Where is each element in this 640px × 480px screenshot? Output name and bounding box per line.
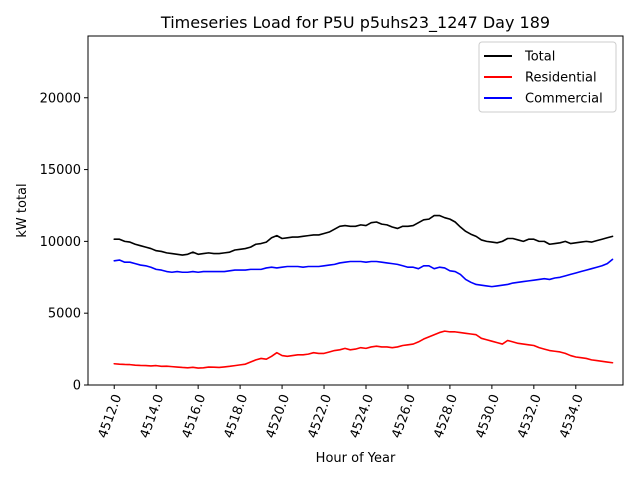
y-tick-label: 0: [73, 379, 81, 394]
legend: Total Residential Commercial: [478, 41, 617, 113]
chart-title: Timeseries Load for P5U p5uhs23_1247 Day…: [160, 13, 550, 33]
y-tick-label: 15000: [40, 163, 81, 178]
series-line-total: [113, 214, 614, 256]
y-tick-label: 20000: [40, 91, 81, 106]
series-layer: [113, 214, 614, 369]
axes-frame: [87, 35, 624, 386]
y-tick-label: 10000: [40, 235, 81, 250]
legend-box: [478, 41, 617, 113]
y-axis-label: kW total: [15, 183, 30, 237]
series-line-residential: [113, 330, 614, 369]
series-line-commercial: [113, 258, 614, 288]
legend-label-total: Total: [524, 50, 555, 65]
legend-label-commercial: Commercial: [525, 92, 603, 107]
y-tick-label: 5000: [48, 307, 81, 322]
y-axis: 0 5000 10000 15000 20000: [40, 91, 88, 394]
x-axis-label: Hour of Year: [316, 451, 396, 466]
legend-label-residential: Residential: [525, 71, 597, 86]
